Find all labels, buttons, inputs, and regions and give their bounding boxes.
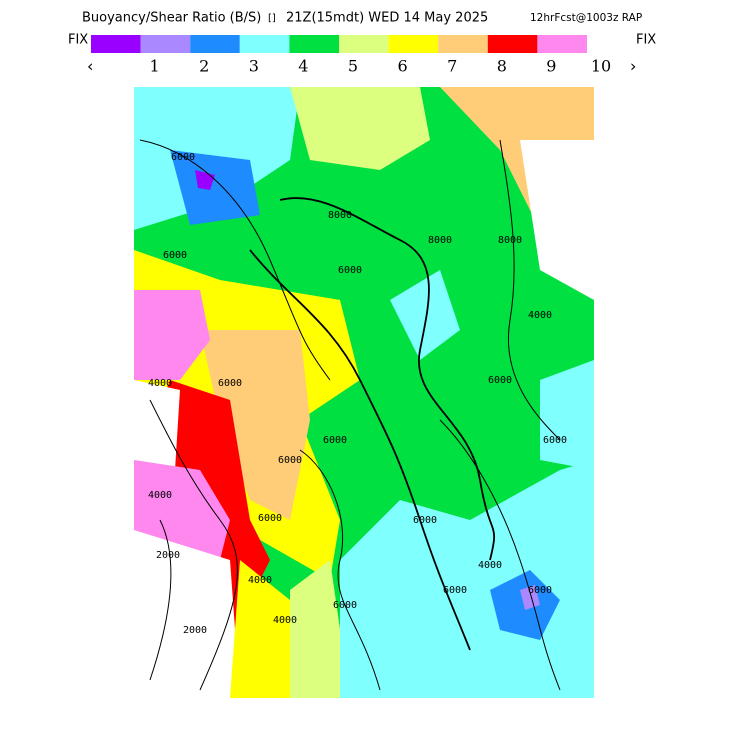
- contour-label: 4000: [478, 560, 502, 571]
- contour-label: 6000: [171, 152, 195, 163]
- contour: [299, 449, 381, 691]
- legend-label: 10: [591, 57, 611, 76]
- contour-label: 6000: [443, 585, 467, 596]
- contour-label: 2000: [156, 550, 180, 561]
- contour-label: 4000: [273, 615, 297, 626]
- contour-label: 8000: [328, 210, 352, 221]
- legend-swatch: [388, 35, 439, 53]
- contour-label: 6000: [488, 375, 512, 386]
- legend-swatch: [190, 35, 240, 53]
- field: [134, 530, 240, 698]
- fix-left[interactable]: FIX: [68, 33, 88, 48]
- legend-label: 9: [546, 57, 556, 76]
- forecast-info: 12hrFcst@1003z RAP: [530, 12, 642, 24]
- legend-swatch: [438, 35, 488, 53]
- contour-label: 6000: [258, 513, 282, 524]
- contour: [439, 419, 561, 691]
- legend-swatch: [487, 35, 538, 53]
- contour-label: 6000: [323, 435, 347, 446]
- legend-swatch: [537, 35, 587, 53]
- legend-label: 4: [298, 57, 308, 76]
- contour-label: 6000: [278, 455, 302, 466]
- legend-swatch: [140, 35, 191, 53]
- field: [170, 150, 260, 225]
- contour: [149, 519, 172, 681]
- contour-label: 6000: [333, 600, 357, 611]
- contour-label: 8000: [498, 235, 522, 246]
- legend-label: 1: [150, 57, 160, 76]
- field: [230, 560, 300, 698]
- contour-label: 4000: [148, 490, 172, 501]
- contour: [149, 399, 238, 691]
- contour-label: 6000: [218, 378, 242, 389]
- contour-label: 2000: [183, 625, 207, 636]
- contour-label: 4000: [248, 575, 272, 586]
- field: [290, 560, 350, 698]
- contour: [249, 249, 471, 651]
- fix-right[interactable]: FIX: [636, 33, 656, 48]
- field: [520, 140, 594, 300]
- contour-label: 6000: [338, 265, 362, 276]
- contour: [279, 197, 495, 561]
- prev-arrow[interactable]: ‹: [87, 57, 93, 76]
- contour-label: 4000: [148, 378, 172, 389]
- contour-label: 6000: [543, 435, 567, 446]
- field: [134, 380, 180, 470]
- field: [340, 460, 594, 698]
- legend-swatch: [289, 35, 339, 53]
- legend-label: 3: [249, 57, 259, 76]
- legend-swatch: [239, 35, 290, 53]
- contour-label: 6000: [413, 515, 437, 526]
- field: [390, 270, 460, 360]
- title: Buoyancy/Shear Ratio (B/S): [82, 11, 261, 26]
- legend-label: 7: [447, 57, 457, 76]
- contour-label: 4000: [528, 310, 552, 321]
- legend-label: 6: [398, 57, 408, 76]
- field: [540, 360, 594, 470]
- contour: [139, 139, 331, 381]
- field: [134, 290, 210, 380]
- contour-label: 8000: [428, 235, 452, 246]
- marker: []: [268, 13, 276, 24]
- field: [290, 87, 430, 170]
- legend-label: 8: [497, 57, 507, 76]
- next-arrow[interactable]: ›: [630, 57, 636, 76]
- legend-label: 2: [199, 57, 209, 76]
- contour-label: 6000: [163, 250, 187, 261]
- legend-swatch: [91, 35, 141, 53]
- field: [200, 330, 310, 520]
- contour: [499, 139, 561, 441]
- field: [520, 585, 540, 610]
- legend-label: 5: [348, 57, 358, 76]
- map: 6000 6000 8000 6000 8000 8000 4000 6000 6000 6000…: [134, 87, 594, 698]
- valid-time: 21Z(15mdt) WED 14 May 2025: [286, 11, 488, 26]
- legend-swatch: [339, 35, 389, 53]
- contour-label: 6000: [528, 585, 552, 596]
